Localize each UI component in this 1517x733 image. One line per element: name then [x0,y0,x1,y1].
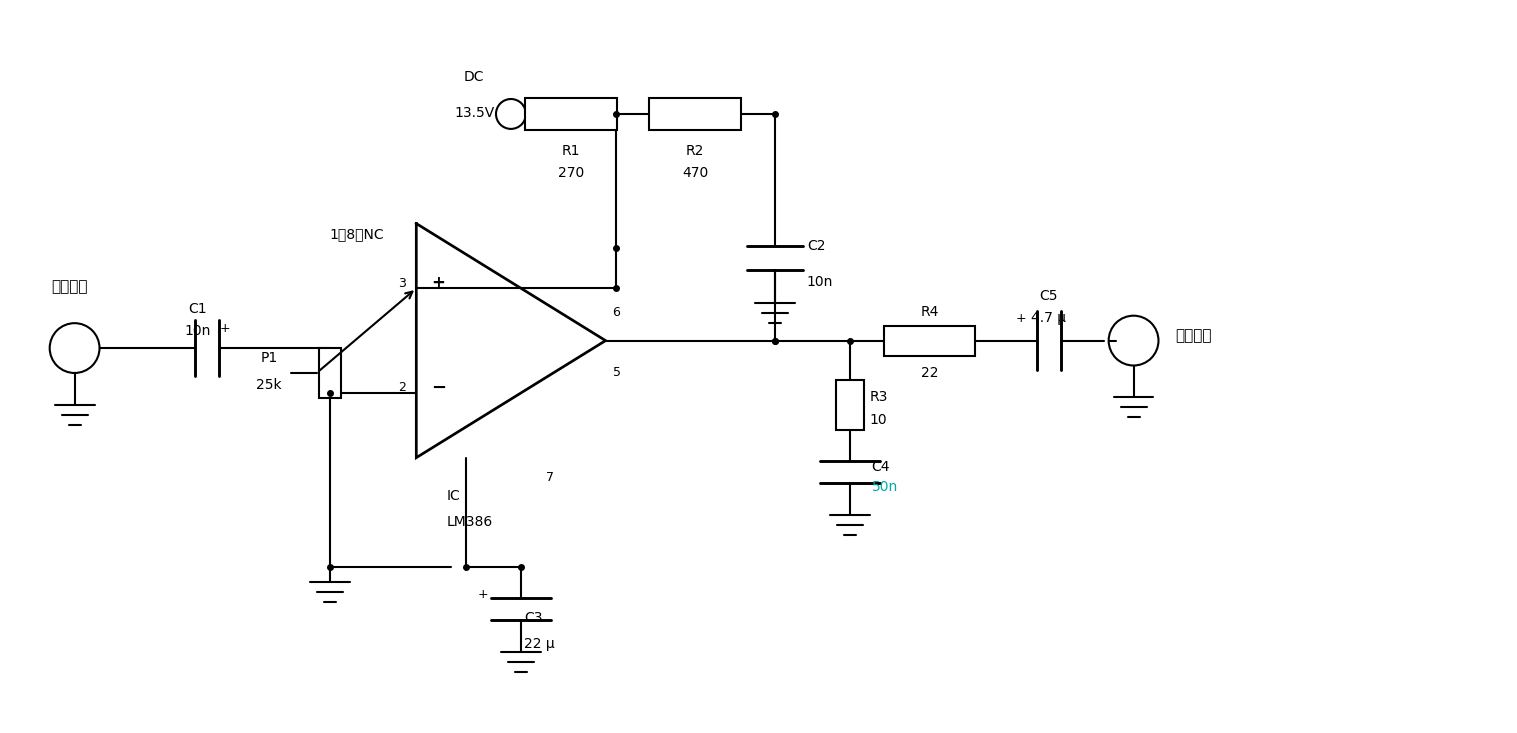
Bar [319,348,341,398]
Text: 2: 2 [399,381,407,394]
Text: C3: C3 [523,611,543,625]
Text: +: + [220,322,231,335]
Text: 22 μ: 22 μ [523,637,555,651]
Bar [649,98,742,130]
Text: P1: P1 [261,351,278,365]
Text: LM386: LM386 [446,515,493,529]
Text: 4.7 μ: 4.7 μ [1032,311,1066,325]
Text: R4: R4 [921,305,939,319]
Text: −: − [431,379,446,397]
Text: 6: 6 [613,306,620,319]
Text: DC: DC [464,70,484,84]
Text: 10n: 10n [184,324,211,338]
Bar [836,380,863,430]
Text: IC: IC [446,488,460,503]
Text: +: + [1016,312,1027,325]
Text: 音频输出: 音频输出 [1176,328,1212,343]
Text: +: + [431,274,444,292]
Text: C1: C1 [188,302,206,316]
Text: R3: R3 [869,391,887,405]
Bar [883,325,975,356]
Text: 10: 10 [869,413,887,427]
Text: 5: 5 [613,366,620,379]
Bar [525,98,616,130]
Text: 270: 270 [558,166,584,180]
Text: C5: C5 [1039,289,1059,303]
Text: 470: 470 [683,166,708,180]
Text: 22: 22 [921,366,938,380]
Text: R1: R1 [561,144,579,158]
Text: 7: 7 [546,471,554,484]
Text: R2: R2 [686,144,704,158]
Text: 10n: 10n [807,276,833,290]
Text: 25k: 25k [256,378,282,392]
Text: 50n: 50n [872,480,898,494]
Text: 1、8：NC: 1、8：NC [329,227,384,241]
Text: C4: C4 [872,460,890,474]
Text: 3: 3 [399,277,407,290]
Text: 13.5V: 13.5V [454,106,495,120]
Text: 音频输入: 音频输入 [52,279,88,294]
Text: C2: C2 [807,240,825,254]
Text: +: + [478,588,488,600]
